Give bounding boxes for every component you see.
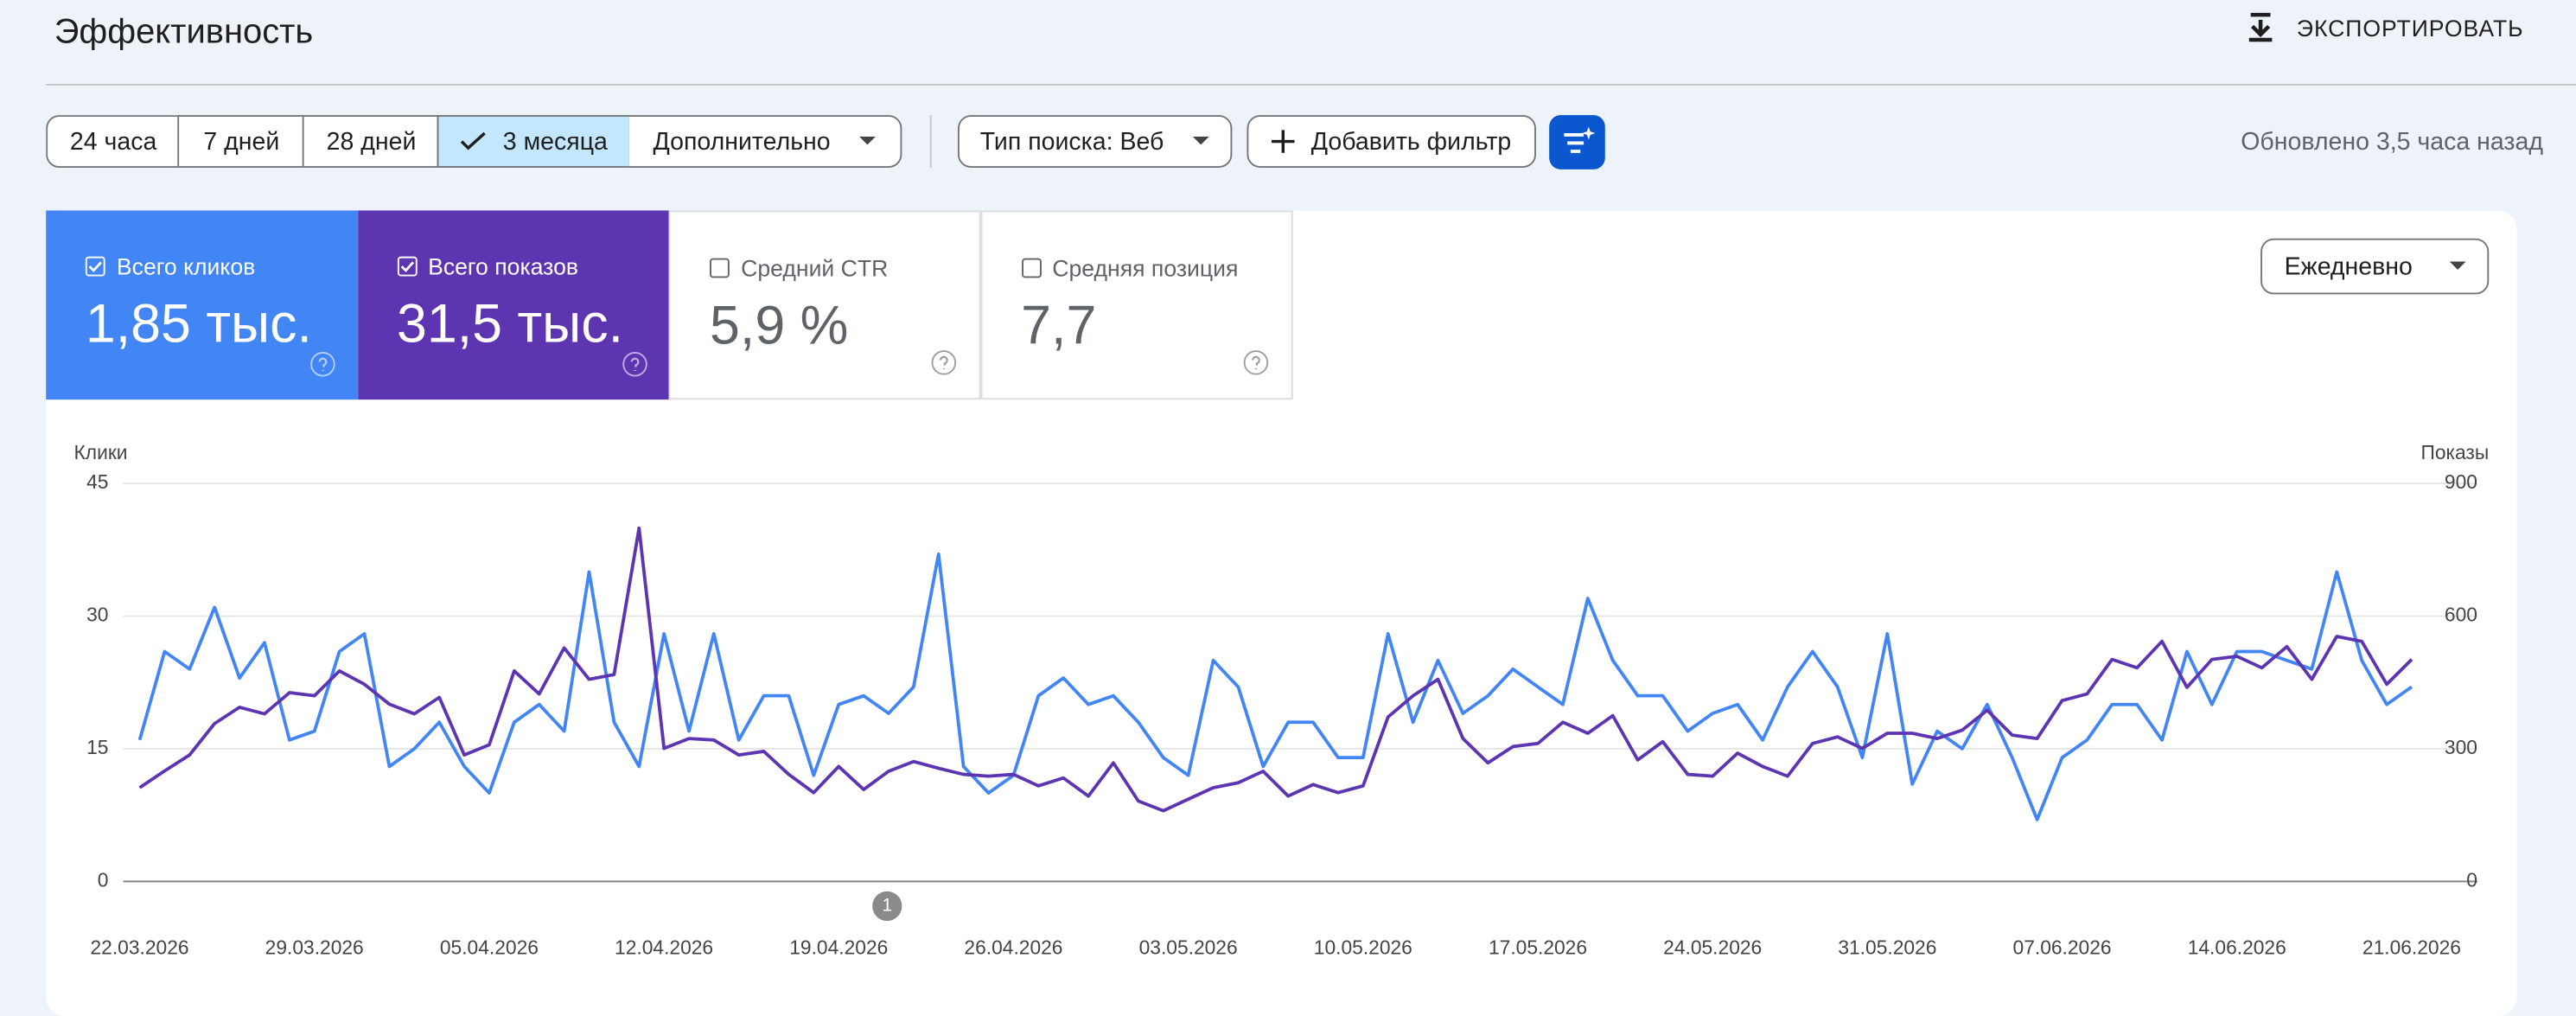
help-icon [310,351,335,377]
help-glyph [1251,355,1259,370]
search-type-button[interactable]: Тип поиска: Веб [957,115,1233,168]
updated-text: Обновлено 3,5 часа назад [2241,128,2543,157]
metric-value: 5,9 % [710,294,849,355]
check-icon [88,261,102,272]
add-filter-button[interactable]: Добавить фильтр [1247,115,1536,168]
granularity-label: Ежедневно [2284,252,2413,281]
metric-label: Всего показов [396,252,579,280]
help-icon [1242,350,1268,375]
metric-label: Всего кликов [85,252,256,280]
y2-tick-label: 0 [2466,868,2477,891]
divider [46,83,2576,86]
export-button[interactable]: ЭКСПОРТИРОВАТЬ [2244,11,2524,44]
dropdown-icon [1193,136,1210,145]
metric-label-text: Всего кликов [116,252,256,280]
y-tick-label: 0 [98,868,109,891]
help-icon [931,350,957,375]
x-tick-label: 22.03.2026 [91,936,189,958]
date-range-button[interactable]: 28 дней [302,115,439,168]
metric-checkbox [85,256,105,277]
x-tick-label: 05.04.2026 [440,936,539,958]
y2-tick-label: 600 [2445,604,2477,626]
x-tick-label: 10.05.2026 [1314,936,1412,958]
date-range-label: 7 дней [203,127,280,156]
y2-tick-label: 900 [2445,470,2477,493]
granularity-select[interactable]: Ежедневно [2260,238,2490,295]
date-range-label: 28 дней [326,127,417,156]
metric-label: Средняя позиция [1021,255,1238,281]
dropdown-icon [2448,261,2465,270]
y-tick-label: 45 [86,470,108,493]
download-icon [2248,12,2273,42]
y2-tick-label: 300 [2445,736,2477,758]
metric-checkbox [1021,258,1041,278]
metric-checkbox [710,258,730,278]
check-icon [399,261,414,272]
metric-label-text: Всего показов [428,252,579,280]
separator [929,115,932,168]
x-tick-label: 31.05.2026 [1838,936,1936,958]
add-filter-label: Добавить фильтр [1310,127,1512,156]
help-glyph [629,357,639,372]
date-range-button[interactable]: 24 часа [46,115,180,168]
x-tick-label: 14.06.2026 [2188,936,2286,958]
x-tick-label: 19.04.2026 [789,936,888,958]
series-line [138,526,2413,813]
plus-icon [1272,130,1295,153]
metric-tile[interactable]: Средняя позиция 7,7 [979,210,1292,400]
check-icon [461,131,487,150]
y-tick-label: 30 [86,604,108,626]
metric-value: 7,7 [1021,294,1097,355]
metric-label-text: Средний CTR [741,254,889,282]
date-range-label: 24 часа [69,127,157,156]
x-tick-label: 07.06.2026 [2013,936,2112,958]
metric-tile[interactable]: Всего кликов 1,85 тыс. [46,210,359,400]
date-range-button[interactable]: 7 дней [177,115,304,168]
more-label: Дополнительно [653,127,831,156]
filter-ai-button[interactable] [1549,115,1605,169]
y2-axis-label: Показы [2420,441,2489,463]
series-line [137,553,2413,821]
metric-value: 31,5 тыс. [396,292,624,354]
x-tick-label: 26.04.2026 [964,936,1062,958]
y-tick-label: 15 [86,736,108,758]
search-type-label: Тип поиска: Веб [979,127,1164,156]
metric-label: Средний CTR [710,255,888,281]
date-range-button[interactable]: 3 месяца [437,115,629,168]
metric-checkbox [396,256,417,277]
filter-icon [1564,126,1596,153]
help-icon [622,351,647,377]
annotation-label: 1 [882,895,892,915]
x-tick-label: 29.03.2026 [265,936,364,958]
export-label: ЭКСПОРТИРОВАТЬ [2296,15,2524,42]
dropdown-icon [859,136,877,145]
date-range-label: 3 месяца [502,127,608,156]
metric-tile[interactable]: Всего показов 31,5 тыс. [357,210,670,400]
annotation-marker [872,891,902,922]
x-tick-label: 03.05.2026 [1139,936,1238,958]
x-tick-label: 12.04.2026 [615,936,713,958]
metric-tile[interactable]: Средний CTR 5,9 % [668,210,981,400]
x-tick-label: 17.05.2026 [1489,936,1587,958]
page-title: Эффективность [54,13,314,51]
x-tick-label: 21.06.2026 [2362,936,2461,958]
x-tick-label: 24.05.2026 [1663,936,1762,958]
metric-value: 1,85 тыс. [85,292,312,354]
y-axis-label: Клики [74,441,128,463]
metric-label-text: Средняя позиция [1052,254,1239,282]
help-glyph [939,355,948,370]
help-glyph [318,357,328,372]
